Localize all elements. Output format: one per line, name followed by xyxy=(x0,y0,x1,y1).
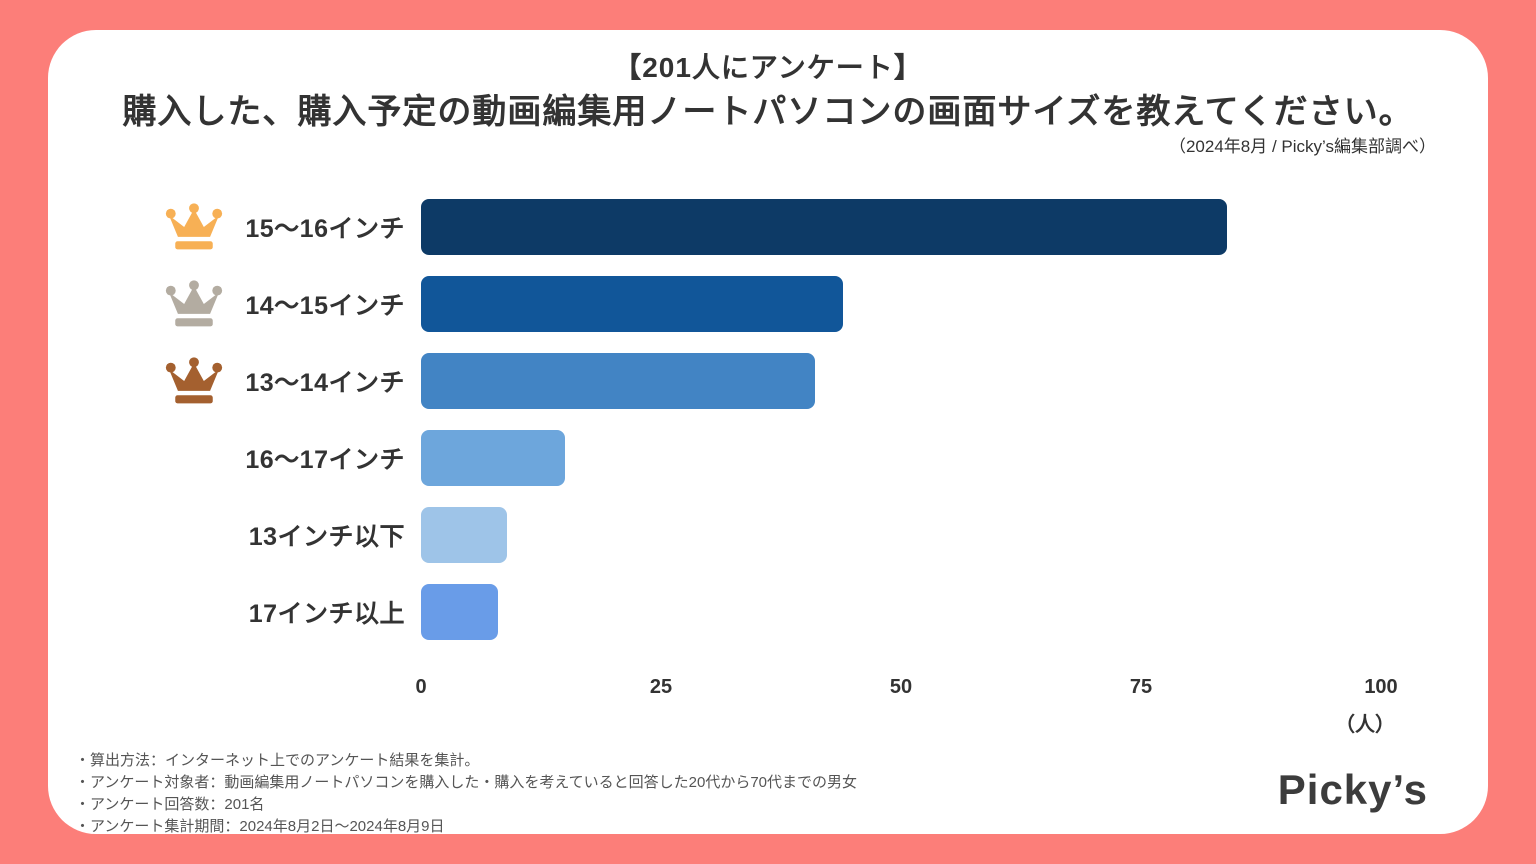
crown-gold-cell xyxy=(163,201,225,253)
survey-source-note: （2024年8月 / Picky’s編集部調べ） xyxy=(1168,137,1436,156)
crown-silver-icon xyxy=(165,280,223,327)
pickys-logo: Picky’s xyxy=(1277,766,1428,813)
survey-question-title: 購入した、購入予定の動画編集用ノートパソコンの画面サイズを教えてください。 xyxy=(122,93,1414,131)
bar-6 xyxy=(421,584,498,640)
bar-4 xyxy=(421,430,565,486)
bar-track xyxy=(421,276,1381,332)
axis-unit-label: （人） xyxy=(1335,714,1395,736)
x-tick-50: 50 xyxy=(889,676,913,698)
bar-track xyxy=(421,199,1381,255)
bar-track xyxy=(421,430,1381,486)
x-tick-0: 0 xyxy=(415,676,427,698)
rank-cell-empty xyxy=(163,509,225,561)
bar-3 xyxy=(421,353,815,409)
footnote: ・アンケート対象者：動画編集用ノートパソコンを購入した・購入を考えていると回答し… xyxy=(75,774,858,791)
rank-cell-empty xyxy=(163,586,225,638)
chart-row: 16〜17インチ xyxy=(48,430,1488,486)
crown-bronze-cell xyxy=(163,355,225,407)
x-tick-100: 100 xyxy=(1364,676,1398,698)
category-label: 15〜16インチ xyxy=(245,215,405,243)
chart-row: 13〜14インチ xyxy=(48,353,1488,409)
category-label: 13インチ以下 xyxy=(248,523,405,551)
bar-track xyxy=(421,507,1381,563)
chart-row: 14〜15インチ xyxy=(48,276,1488,332)
footnote: ・アンケート回答数：201名 xyxy=(75,796,265,813)
chart-row: 15〜16インチ xyxy=(48,199,1488,255)
page-title: 【201人にアンケート】 xyxy=(613,52,923,83)
chart-row: 13インチ以下 xyxy=(48,507,1488,563)
footnote: ・算出方法：インターネット上でのアンケート結果を集計。 xyxy=(75,752,480,769)
crown-gold-icon xyxy=(165,203,223,250)
x-axis: （人） 0 25 50 75 100 xyxy=(415,676,1397,756)
category-label: 14〜15インチ xyxy=(245,292,405,320)
bar-track xyxy=(421,584,1381,640)
bar-track xyxy=(421,353,1381,409)
bar-5 xyxy=(421,507,508,563)
x-tick-25: 25 xyxy=(649,676,673,698)
crown-silver-cell xyxy=(163,278,225,330)
crown-bronze-icon xyxy=(165,357,223,404)
chart-card: 【201人にアンケート】 購入した、購入予定の動画編集用ノートパソコンの画面サイ… xyxy=(48,30,1488,835)
bar-2 xyxy=(421,276,844,332)
category-label: 16〜17インチ xyxy=(245,446,405,474)
footnote: ・アンケート集計期間：2024年8月2日〜2024年8月9日 xyxy=(75,818,445,835)
category-label: 17インチ以上 xyxy=(248,600,405,628)
rank-cell-empty xyxy=(163,432,225,484)
bar-1 xyxy=(421,199,1228,255)
category-label: 13〜14インチ xyxy=(245,369,405,397)
footnotes: ・算出方法：インターネット上でのアンケート結果を集計。・アンケート対象者：動画編… xyxy=(75,750,857,838)
chart-row: 17インチ以上 xyxy=(48,584,1488,640)
x-tick-75: 75 xyxy=(1129,676,1153,698)
bar-chart: 15〜16インチ 14〜15インチ 13〜14インチ 16〜17インチ 13インチ以下 1… xyxy=(48,199,1488,661)
